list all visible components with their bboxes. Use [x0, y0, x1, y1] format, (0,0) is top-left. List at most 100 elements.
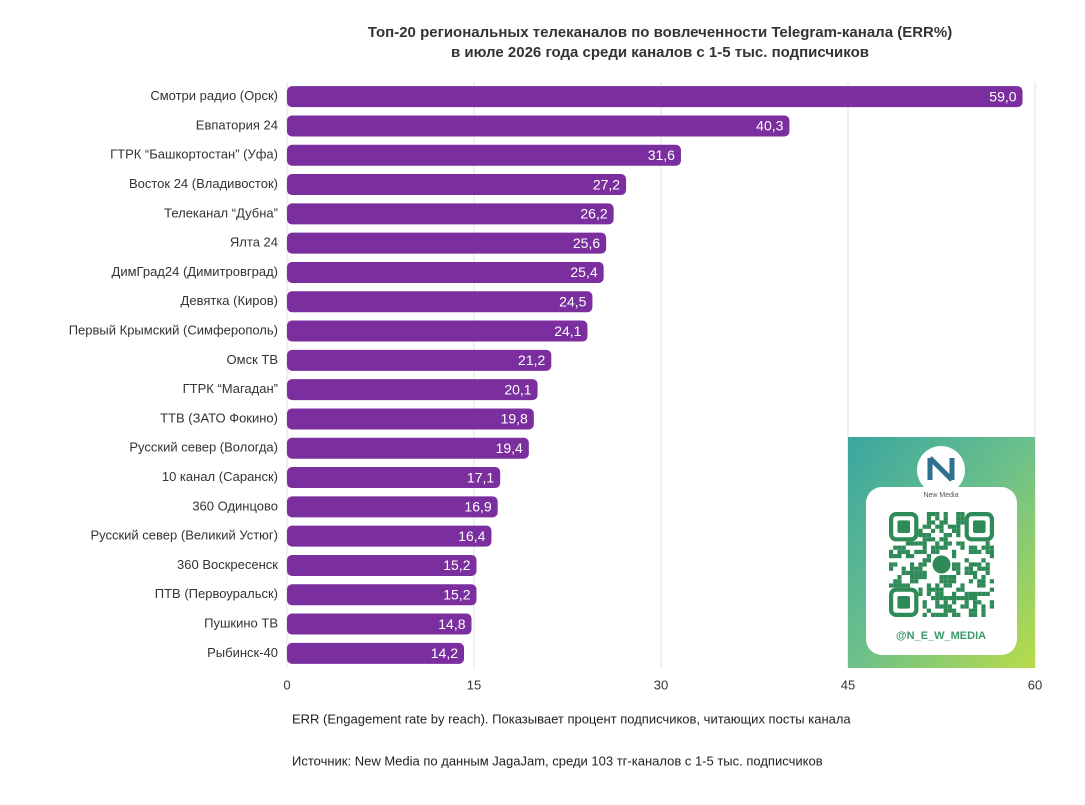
- qr-cell: [968, 566, 973, 571]
- x-tick-label: 45: [841, 677, 855, 692]
- bar: [287, 496, 498, 518]
- qr-cell: [989, 545, 994, 550]
- y-tick-label: Пушкино ТВ: [204, 615, 278, 630]
- qr-cell: [956, 541, 961, 546]
- qr-cell: [918, 549, 923, 554]
- y-tick-label: ПТВ (Первоуральск): [155, 586, 278, 601]
- qr-cell: [989, 554, 994, 559]
- qr-cell: [943, 541, 948, 546]
- qr-cell: [935, 524, 940, 529]
- qr-cell: [922, 562, 927, 567]
- qr-cell: [964, 596, 969, 601]
- qr-cell: [960, 587, 965, 592]
- qr-cell: [943, 608, 948, 613]
- qr-cell: [897, 575, 902, 580]
- y-tick-label: ТТВ (ЗАТО Фокино): [160, 410, 278, 425]
- qr-cell: [981, 575, 986, 580]
- bar: [287, 437, 529, 459]
- qr-cell: [914, 566, 919, 571]
- qr-cell: [897, 545, 902, 550]
- qr-cell: [956, 520, 961, 525]
- qr-cell: [926, 558, 931, 563]
- qr-cell: [926, 524, 931, 529]
- qr-cell: [952, 591, 957, 596]
- qr-cell: [964, 600, 969, 605]
- qr-cell: [935, 545, 940, 550]
- qr-cell: [918, 562, 923, 567]
- qr-cell: [901, 549, 906, 554]
- x-tick-label: 60: [1028, 677, 1042, 692]
- logo-text: New Media: [923, 492, 958, 499]
- qr-cell: [968, 570, 973, 575]
- qr-cell: [918, 566, 923, 571]
- qr-cell: [931, 549, 936, 554]
- y-tick-label: Русский север (Великий Устюг): [90, 528, 278, 543]
- qr-cell: [914, 579, 919, 584]
- qr-cell: [910, 554, 915, 559]
- qr-cell: [947, 579, 952, 584]
- qr-cell: [901, 545, 906, 550]
- qr-logo: [932, 555, 951, 574]
- qr-finder: [897, 596, 910, 609]
- qr-cell: [947, 596, 952, 601]
- qr-cell: [926, 520, 931, 525]
- qr-cell: [981, 579, 986, 584]
- value-label: 14,8: [438, 616, 465, 632]
- qr-cell: [943, 600, 948, 605]
- bar: [287, 408, 534, 430]
- qr-badge: New Media @N_E_W_MEDIA: [848, 437, 1035, 668]
- qr-cell: [973, 575, 978, 580]
- y-tick-label: 10 канал (Саранск): [162, 469, 278, 484]
- qr-cell: [935, 587, 940, 592]
- qr-cell: [956, 570, 961, 575]
- qr-cell: [956, 587, 961, 592]
- qr-cell: [910, 541, 915, 546]
- qr-cell: [968, 562, 973, 567]
- qr-cell: [922, 612, 927, 617]
- y-tick-label: 360 Воскресенск: [177, 557, 278, 572]
- qr-cell: [931, 612, 936, 617]
- qr-cell: [931, 520, 936, 525]
- qr-cell: [935, 583, 940, 588]
- qr-cell: [952, 554, 957, 559]
- qr-cell: [973, 612, 978, 617]
- qr-cell: [985, 570, 990, 575]
- qr-cell: [943, 612, 948, 617]
- y-tick-label: Ялта 24: [230, 235, 278, 250]
- qr-cell: [935, 591, 940, 596]
- qr-cell: [926, 533, 931, 538]
- qr-cell: [926, 512, 931, 517]
- qr-finder: [888, 587, 919, 618]
- bar: [287, 525, 492, 547]
- qr-cell: [952, 612, 957, 617]
- qr-cell: [985, 591, 990, 596]
- qr-finder: [973, 520, 986, 533]
- qr-cell: [914, 570, 919, 575]
- qr-cell: [943, 533, 948, 538]
- qr-cell: [989, 587, 994, 592]
- y-tick-label: Восток 24 (Владивосток): [129, 176, 278, 191]
- qr-cell: [956, 516, 961, 521]
- qr-cell: [989, 604, 994, 609]
- qr-cell: [947, 541, 952, 546]
- qr-cell: [956, 562, 961, 567]
- qr-cell: [910, 579, 915, 584]
- qr-cell: [922, 524, 927, 529]
- chart-title: Топ-20 региональных телеканалов по вовле…: [368, 24, 952, 41]
- y-tick-label: Рыбинск-40: [207, 645, 278, 660]
- footnote: ERR (Engagement rate by reach). Показыва…: [292, 711, 851, 726]
- qr-cell: [943, 537, 948, 542]
- qr-cell: [981, 591, 986, 596]
- qr-cell: [939, 587, 944, 592]
- qr-cell: [985, 566, 990, 571]
- qr-cell: [922, 537, 927, 542]
- qr-cell: [926, 583, 931, 588]
- qr-code: [888, 511, 995, 618]
- qr-cell: [989, 579, 994, 584]
- qr-cell: [935, 612, 940, 617]
- qr-cell: [910, 570, 915, 575]
- qr-cell: [893, 554, 898, 559]
- y-tick-label: Девятка (Киров): [181, 293, 278, 308]
- qr-cell: [943, 579, 948, 584]
